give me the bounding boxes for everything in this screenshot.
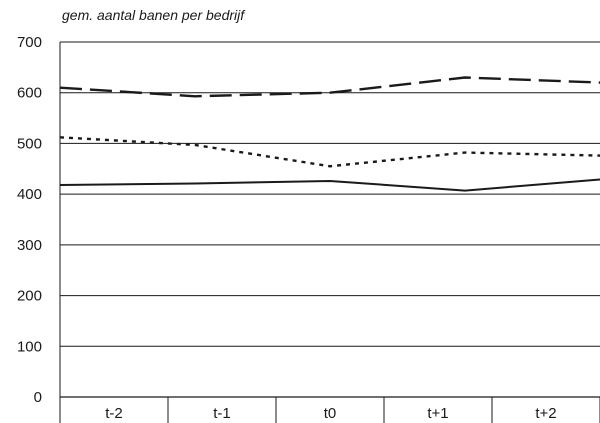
series-lines — [59, 76, 600, 192]
x-tick-label: t0 — [324, 405, 337, 422]
y-tick-label: 400 — [17, 186, 42, 203]
x-axis: t-2 t-1 t0 t+1 t+2 — [105, 397, 600, 423]
series-line-solid — [59, 178, 600, 192]
series-line-dotted — [59, 136, 600, 168]
y-tick-label: 300 — [17, 237, 42, 254]
y-tick-label: 600 — [17, 85, 42, 102]
y-tick-label: 500 — [17, 135, 42, 152]
chart-title: gem. aantal banen per bedrijf — [62, 7, 246, 23]
x-tick-label: t+2 — [535, 405, 556, 422]
y-tick-label: 100 — [17, 338, 42, 355]
x-tick-label: t-1 — [213, 405, 231, 422]
y-tick-label: 0 — [34, 389, 42, 406]
y-tick-labels: 0 100 200 300 400 500 600 700 — [17, 34, 42, 406]
x-tick-label: t-2 — [105, 405, 123, 422]
y-tick-label: 700 — [17, 34, 42, 51]
y-tick-label: 200 — [17, 288, 42, 305]
x-tick-label: t+1 — [427, 405, 448, 422]
grid-lines — [59, 41, 600, 423]
series-line-dashed — [59, 76, 600, 98]
